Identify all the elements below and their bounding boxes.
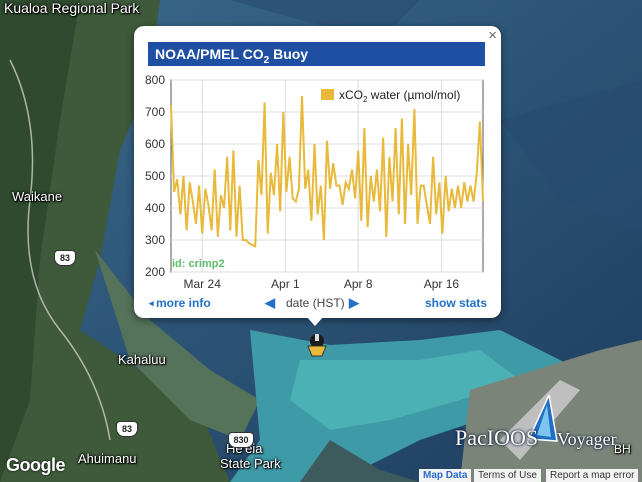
popup-title-suffix: Buoy xyxy=(269,46,309,62)
y-tick-label: 300 xyxy=(145,233,165,247)
legend-label: xCO2 water (µmol/mol) xyxy=(339,88,460,104)
x-tick-label: Mar 24 xyxy=(184,277,222,291)
popup-pointer xyxy=(306,316,324,326)
report-map-error-link[interactable]: Report a map error xyxy=(546,469,639,482)
series-line-xco2-water xyxy=(170,95,484,249)
highway-830-shield: 830 xyxy=(228,432,254,448)
y-tick-label: 800 xyxy=(145,73,165,87)
chart-annotation-id: id: crimp2 xyxy=(172,258,225,270)
more-info-link[interactable]: more info xyxy=(156,296,211,310)
popup-title: NOAA/PMEL CO2 Buoy xyxy=(148,42,485,66)
popup-title-subscript: 2 xyxy=(263,54,270,66)
buoy-info-popup: × NOAA/PMEL CO2 Buoy 800 700 600 500 400 300 2… xyxy=(134,26,501,318)
y-tick-label: 700 xyxy=(145,105,165,119)
pacioos-voyager-logo: PacIOOS Voyager xyxy=(453,395,633,455)
terms-of-use-link[interactable]: Terms of Use xyxy=(474,469,541,482)
x-tick-label: Apr 16 xyxy=(424,277,460,291)
map-label-state-park: State Park xyxy=(220,456,281,471)
map-label-kualoa: Kualoa Regional Park xyxy=(4,0,140,16)
highway-83-shield: 83 xyxy=(116,421,138,437)
google-logo: Google xyxy=(6,455,66,475)
y-axis-ticks: 800 700 600 500 400 300 200 xyxy=(145,73,165,279)
map-label-ahuimanu: Ahuimanu xyxy=(78,451,137,466)
map-data-link[interactable]: Map Data xyxy=(419,469,472,482)
more-info-arrow-icon[interactable]: ◂ xyxy=(149,298,154,308)
close-icon[interactable]: × xyxy=(488,27,497,44)
previous-date-arrow-icon[interactable]: ◀ xyxy=(265,295,275,310)
x-axis-ticks: Mar 24 Apr 1 Apr 8 Apr 16 xyxy=(184,277,460,291)
legend-swatch xyxy=(321,89,334,100)
show-stats-link[interactable]: show stats xyxy=(425,296,488,310)
buoy-marker-icon[interactable] xyxy=(305,332,329,358)
logo-text-voyager: Voyager xyxy=(557,429,617,449)
popup-title-prefix: NOAA/PMEL CO xyxy=(155,46,264,62)
y-tick-label: 500 xyxy=(145,169,165,183)
sail-logo-icon xyxy=(527,395,558,442)
map-label-waikane: Waikane xyxy=(12,189,63,204)
y-tick-label: 600 xyxy=(145,137,165,151)
y-tick-label: 200 xyxy=(145,265,165,279)
popup-footer: ◂ more info ◀ date (HST) ▶ show stats xyxy=(134,295,501,314)
x-tick-label: Apr 8 xyxy=(344,277,373,291)
logo-text-pacioos: PacIOOS xyxy=(455,425,539,450)
co2-chart: 800 700 600 500 400 300 200 Mar 24 Apr 1 Apr 8 Ap… xyxy=(145,73,484,291)
date-axis-label: date (HST) xyxy=(286,296,345,310)
next-date-arrow-icon[interactable]: ▶ xyxy=(349,295,359,310)
y-tick-label: 400 xyxy=(145,201,165,215)
map-label-bh: BH xyxy=(614,442,631,456)
x-tick-label: Apr 1 xyxy=(271,277,300,291)
chart-legend: xCO2 water (µmol/mol) xyxy=(321,88,460,104)
chart-grid xyxy=(171,79,483,273)
map-label-kahaluu: Kahaluu xyxy=(118,352,166,367)
highway-83-shield: 83 xyxy=(54,250,76,266)
